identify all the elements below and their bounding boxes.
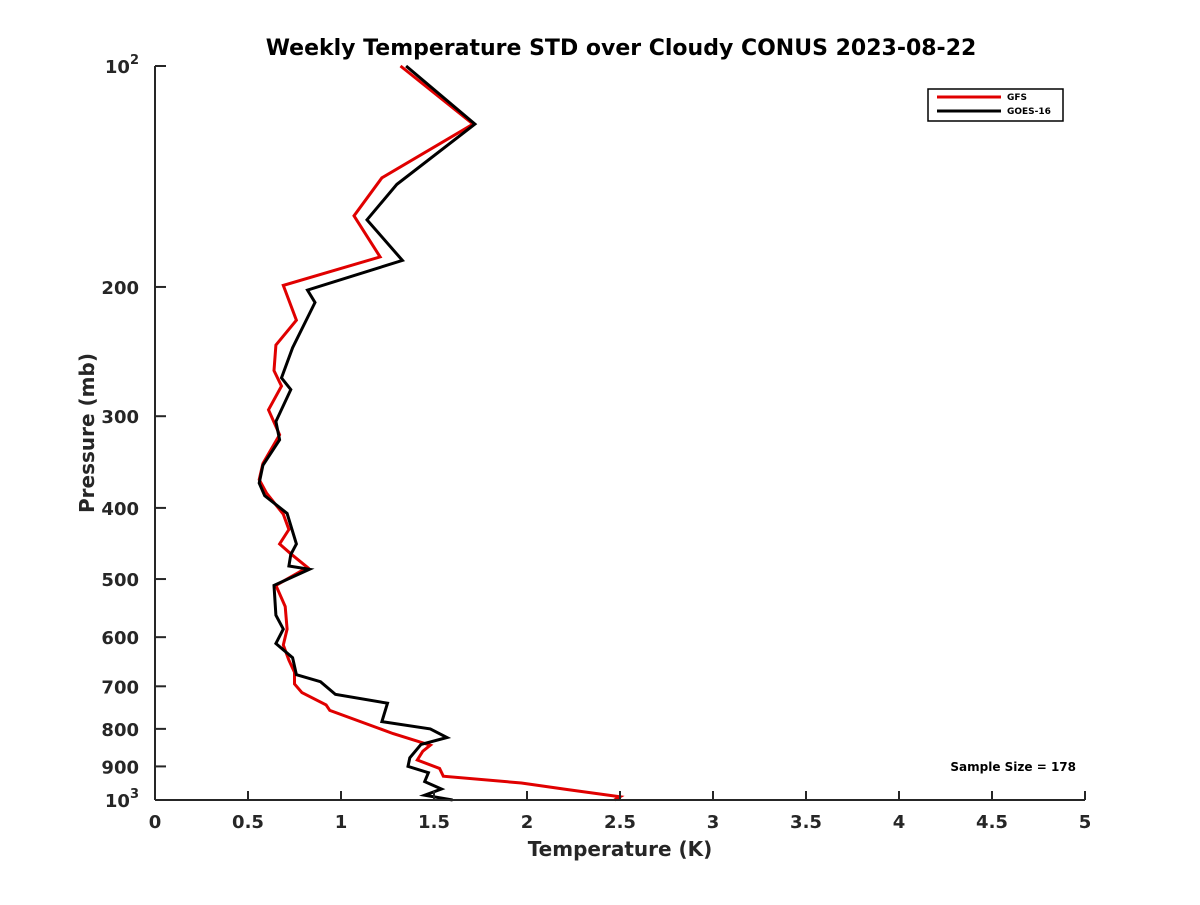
x-tick-label-0: 0	[149, 812, 162, 833]
y-tick-label-6: 700	[101, 677, 139, 698]
x-tick-label-5: 2.5	[604, 812, 636, 833]
legend-label-gfs: GFS	[1007, 93, 1027, 103]
x-tick-label-1: 0.5	[232, 812, 264, 833]
y-tick-label-5: 600	[101, 628, 139, 649]
y-tick-label-base-0: 10	[105, 57, 130, 78]
x-tick-label-9: 4.5	[976, 812, 1008, 833]
x-tick-label-8: 4	[893, 812, 906, 833]
legend: GFS GOES-16	[927, 88, 1064, 122]
x-tick-label-10: 5	[1079, 812, 1092, 833]
y-tick-label-0: 102	[105, 53, 139, 78]
chart-title: Weekly Temperature STD over Cloudy CONUS…	[266, 36, 977, 61]
y-tick-label-3: 400	[101, 499, 139, 520]
x-tick-label-3: 1.5	[418, 812, 450, 833]
y-tick-label-7: 800	[101, 720, 139, 741]
series-line-goes-16	[257, 64, 478, 802]
y-tick-label-exponent-9: 3	[130, 787, 139, 802]
x-tick-label-7: 3.5	[790, 812, 822, 833]
x-ticks: 0 0.5 1 1.5 2 2.5 3 3.5 4 4.5 5	[149, 791, 1092, 833]
legend-box	[927, 88, 1064, 122]
series-group	[257, 64, 625, 802]
x-tick-label-2: 1	[335, 812, 348, 833]
y-tick-label-base-9: 10	[105, 791, 130, 812]
y-tick-label-4: 500	[101, 570, 139, 591]
y-tick-label-2: 300	[101, 407, 139, 428]
y-tick-label-exponent-0: 2	[130, 53, 139, 68]
legend-label-goes-16: GOES-16	[1007, 107, 1051, 117]
sample-size-annotation: Sample Size = 178	[950, 760, 1076, 774]
y-tick-label-1: 200	[101, 278, 139, 299]
x-tick-label-4: 2	[521, 812, 534, 833]
y-tick-label-9: 103	[105, 787, 139, 812]
y-axis-label: Pressure (mb)	[75, 353, 99, 513]
x-axis-label: Temperature (K)	[528, 837, 713, 861]
y-tick-label-8: 900	[101, 757, 139, 778]
x-tick-label-6: 3	[707, 812, 720, 833]
